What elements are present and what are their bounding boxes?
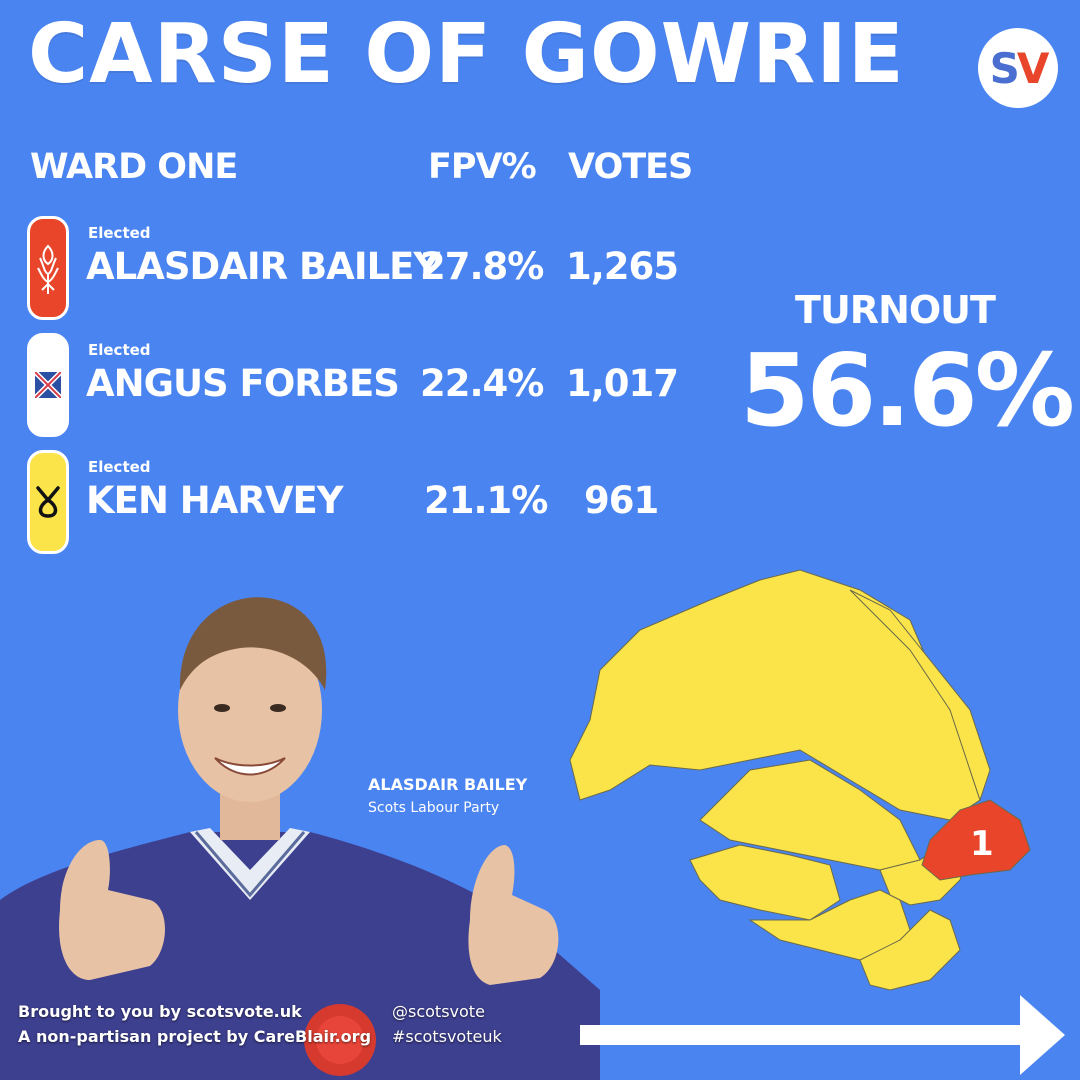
footer-credit: Brought to you by scotsvote.uk <box>18 1002 302 1021</box>
photo-caption-name: ALASDAIR BAILEY <box>368 775 528 794</box>
elected-label: Elected <box>88 341 151 359</box>
candidate-fpv: 22.4% <box>420 362 544 405</box>
ward-map: 1 <box>569 569 1031 991</box>
footer-project: A non-partisan project by CareBlair.org <box>18 1027 371 1046</box>
page-title: CARSE OF GOWRIE <box>28 7 905 102</box>
candidate-row: Elected ALASDAIR BAILEY 27.8% 1,265 <box>0 216 700 320</box>
candidate-votes: 1,265 <box>566 245 679 288</box>
footer-line1-prefix: Brought to you by <box>18 1002 187 1021</box>
map-region <box>849 589 991 802</box>
logo-s: S <box>989 43 1020 93</box>
turnout-value: 56.6% <box>740 332 1075 449</box>
footer-handle[interactable]: @scotsvote <box>392 1002 485 1021</box>
elected-label: Elected <box>88 458 151 476</box>
map-region <box>689 844 841 921</box>
candidate-fpv: 27.8% <box>420 245 544 288</box>
footer-hashtag[interactable]: #scotsvoteuk <box>392 1027 502 1046</box>
footer-line2-prefix: A non-partisan project by <box>18 1027 254 1046</box>
map-regions <box>569 569 991 991</box>
votes-header: VOTES <box>568 147 693 187</box>
photo-caption-party: Scots Labour Party <box>368 800 500 816</box>
candidate-name: KEN HARVEY <box>86 479 344 522</box>
footer-site-link[interactable]: scotsvote.uk <box>186 1002 302 1021</box>
candidate-row: Elected KEN HARVEY 21.1% 961 <box>0 450 700 554</box>
ward-label: WARD ONE <box>30 147 238 187</box>
elected-label: Elected <box>88 224 151 242</box>
fpv-header: FPV% <box>428 147 537 187</box>
thistle-rose-icon <box>37 244 59 294</box>
candidate-name: ALASDAIR BAILEY <box>86 245 440 288</box>
candidate-votes: 961 <box>584 479 659 522</box>
candidate-votes: 1,017 <box>566 362 679 405</box>
candidate-row: Elected ANGUS FORBES 22.4% 1,017 <box>0 333 700 437</box>
next-arrow-icon[interactable] <box>580 995 1065 1075</box>
saltire-union-icon <box>35 372 61 398</box>
map-region <box>859 909 961 991</box>
map-region-ward-one <box>921 799 1031 881</box>
turnout-label: TURNOUT <box>795 288 996 332</box>
party-badge <box>27 450 69 554</box>
snp-logo-icon <box>36 486 60 518</box>
logo-v: V <box>1016 43 1049 93</box>
candidate-fpv: 21.1% <box>424 479 548 522</box>
footer-careblair-link[interactable]: CareBlair.org <box>253 1027 372 1046</box>
candidate-name: ANGUS FORBES <box>86 362 400 405</box>
party-badge <box>27 333 69 437</box>
ward-number-label: 1 <box>970 824 994 864</box>
candidate-photo <box>0 597 600 1080</box>
party-badge <box>27 216 69 320</box>
